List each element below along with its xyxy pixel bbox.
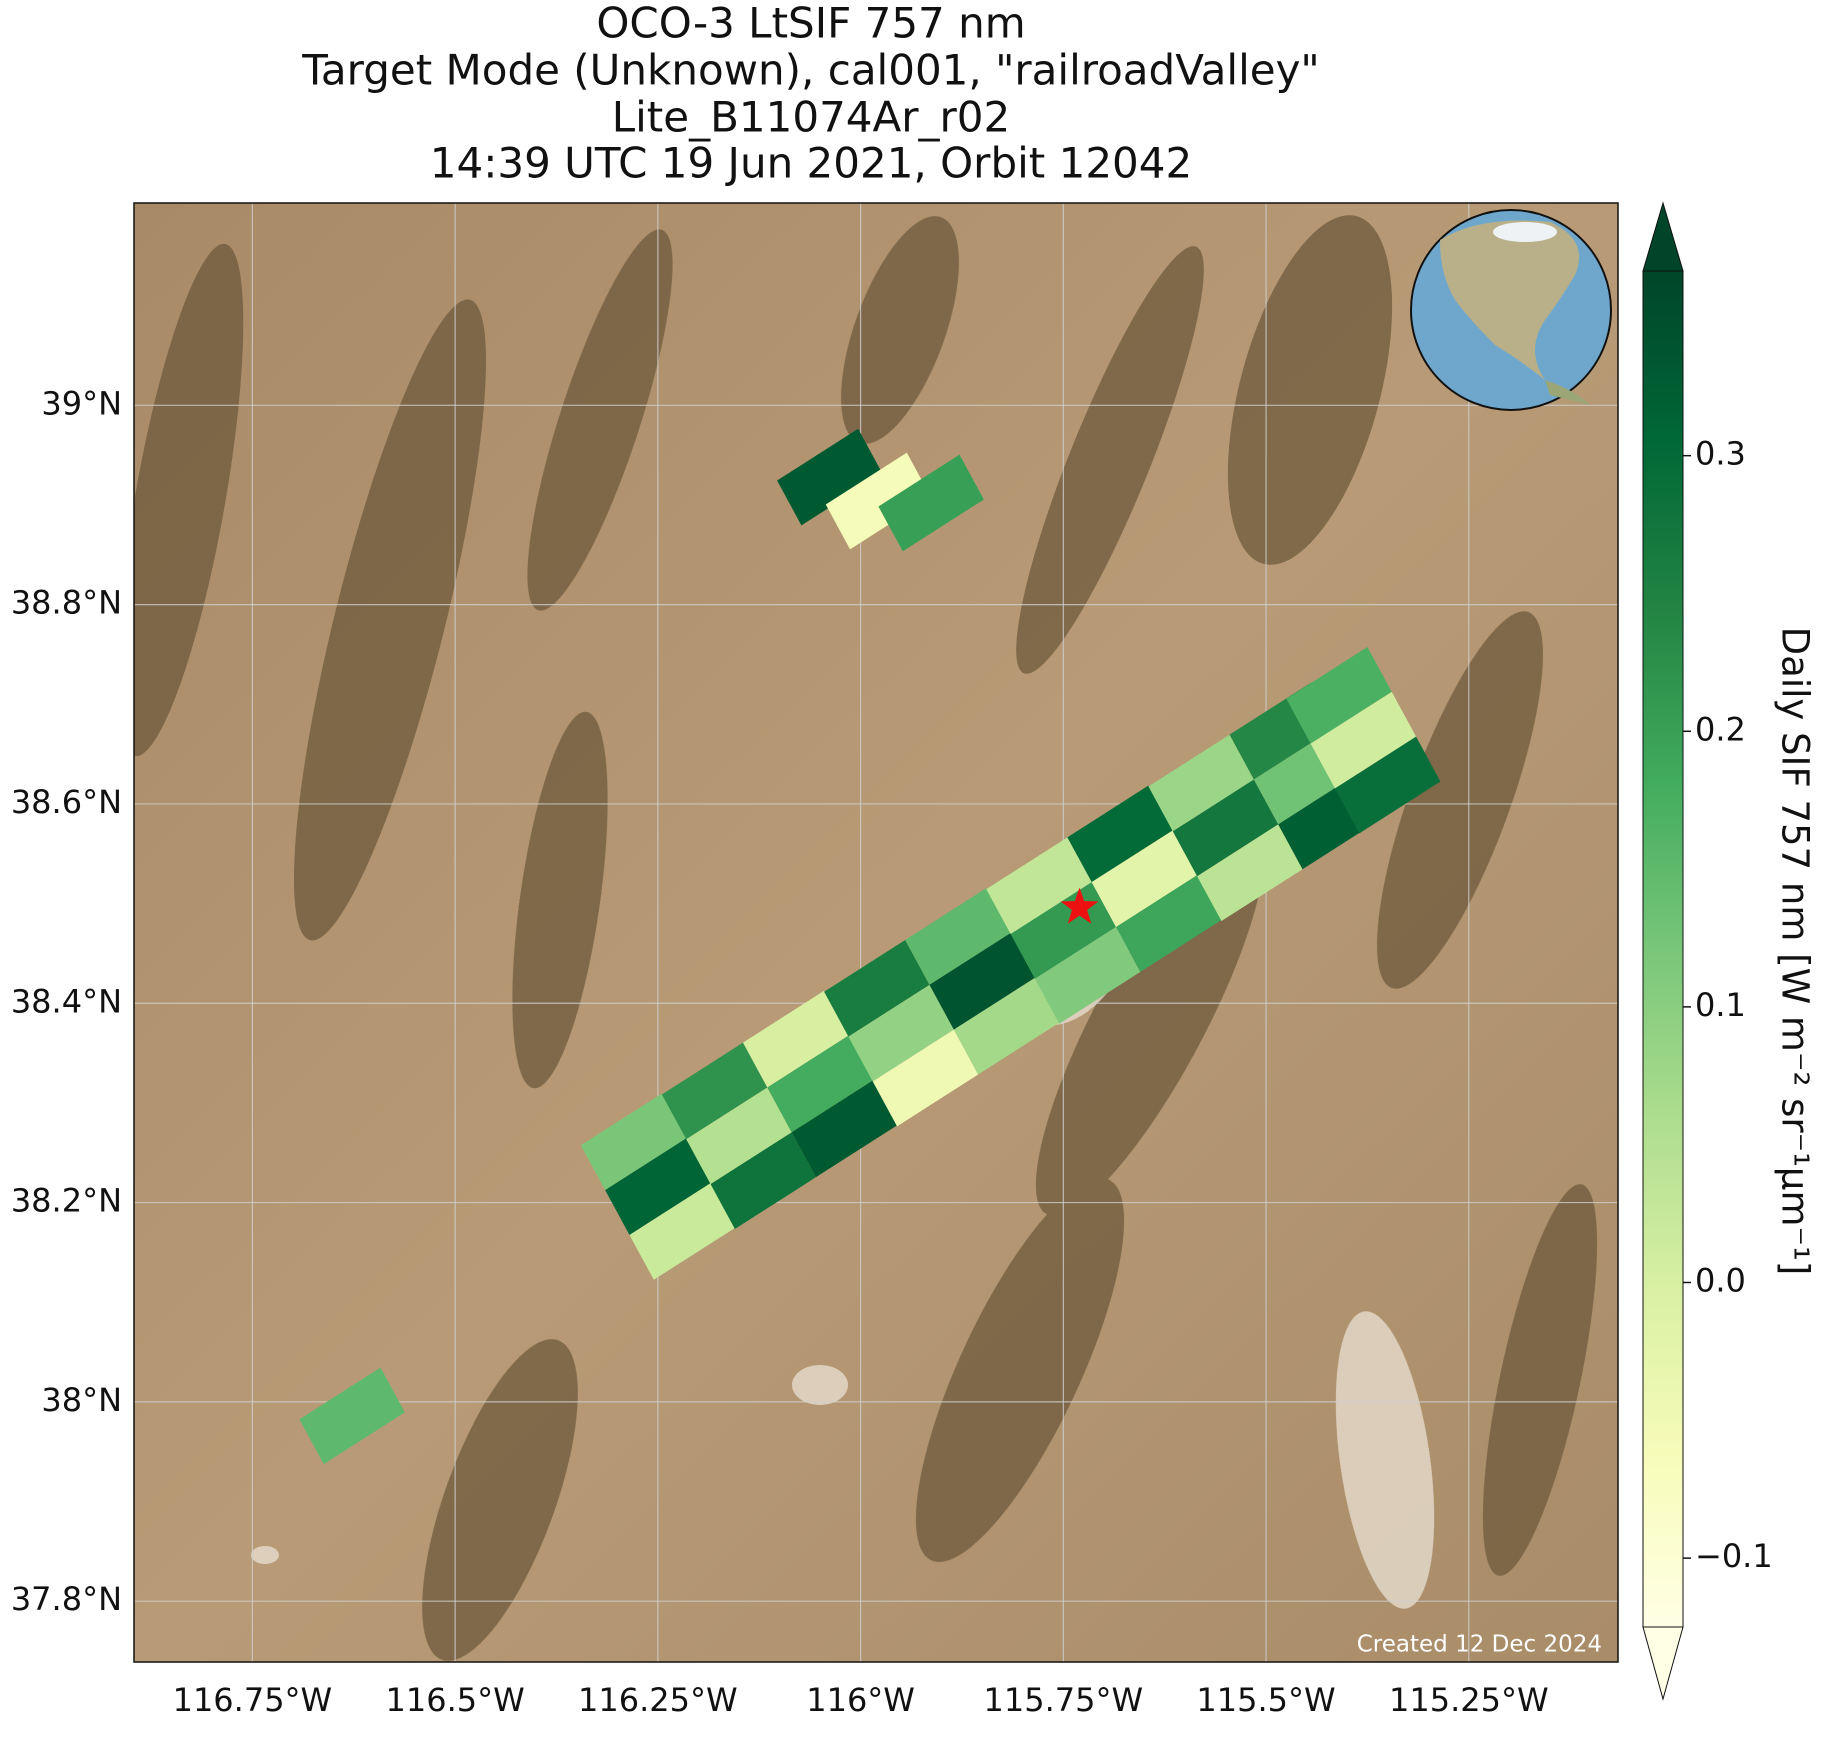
sounding <box>1091 830 1198 928</box>
map-frame <box>133 202 1619 1663</box>
colorbar-tick-label: 0.0 <box>1695 1261 1746 1299</box>
sounding <box>1148 734 1254 832</box>
y-tick-label: 37.8°N <box>11 1580 122 1618</box>
sounding <box>686 1087 792 1185</box>
title-line: Lite_B11074Ar_r02 <box>612 93 1011 142</box>
sounding <box>986 837 1092 934</box>
colorbar-extend-max <box>1642 201 1684 272</box>
sounding <box>825 452 932 550</box>
y-tick-label: 38°N <box>41 1381 122 1419</box>
sounding <box>580 1093 687 1191</box>
sounding <box>605 1138 711 1235</box>
sounding <box>777 428 883 526</box>
x-tick-label: 116.25°W <box>578 1681 738 1719</box>
colorbar-tick-label: 0.1 <box>1695 986 1746 1024</box>
colorbar <box>1643 271 1683 1627</box>
colorbar-tick-label: 0.2 <box>1695 710 1746 748</box>
sounding <box>1334 736 1441 834</box>
x-tick-label: 115.75°W <box>984 1681 1144 1719</box>
sounding <box>767 1035 873 1133</box>
sounding <box>872 1029 979 1127</box>
sounding <box>1034 927 1141 1024</box>
x-tick-label: 116.5°W <box>386 1681 525 1719</box>
x-tick-label: 115.5°W <box>1196 1681 1335 1719</box>
sounding <box>661 1042 768 1140</box>
credits: Created 12 Dec 2024 Source: NASA/JPL-Cal… <box>1308 1632 1602 1686</box>
colorbar-tick-label: 0.3 <box>1695 435 1746 473</box>
sounding <box>629 1183 735 1280</box>
sounding <box>848 984 954 1082</box>
x-tick-label: 116°W <box>806 1681 915 1719</box>
title-line: OCO-3 LtSIF 757 nm <box>596 0 1025 48</box>
sounding <box>791 1080 898 1178</box>
target-star <box>1060 887 1099 924</box>
title-line: Target Mode (Unknown), cal001, "railroad… <box>301 46 1320 95</box>
sounding <box>953 977 1060 1075</box>
sounding <box>1116 875 1222 972</box>
x-tick-label: 116.75°W <box>173 1681 333 1719</box>
sounding <box>1067 785 1173 883</box>
colorbar-frame <box>1642 270 1684 1628</box>
sounding <box>1310 691 1417 789</box>
sounding <box>743 990 849 1088</box>
x-tick-label: 115.25°W <box>1389 1681 1549 1719</box>
sounding <box>1286 646 1392 744</box>
title-line: 14:39 UTC 19 Jun 2021, Orbit 12042 <box>430 139 1192 188</box>
credit-line: Source: NASA/JPL-Caltech <box>1308 1660 1602 1686</box>
inset-globe <box>1410 209 1612 411</box>
colorbar-tick-label: −0.1 <box>1695 1537 1773 1575</box>
colorbar-extend-min <box>1642 1626 1684 1701</box>
sounding <box>1172 779 1279 877</box>
y-tick-label: 38.8°N <box>11 584 122 622</box>
sounding <box>929 932 1035 1030</box>
sounding <box>710 1132 816 1229</box>
sounding <box>905 888 1011 985</box>
sounding <box>299 1367 405 1465</box>
y-tick-label: 39°N <box>41 384 122 422</box>
y-tick-label: 38.4°N <box>11 982 122 1020</box>
y-tick-label: 38.2°N <box>11 1182 122 1220</box>
sounding <box>824 939 930 1037</box>
sounding <box>1197 824 1303 922</box>
data-layer: 116.75°W 116.5°W 116.25°W 116°W 115.75°W 115.… <box>11 201 1773 1719</box>
sounding <box>878 454 984 552</box>
y-tick-label: 38.6°N <box>11 783 122 821</box>
colorbar-label: Daily SIF 757 nm [W m⁻² sr⁻¹μm⁻¹] <box>1774 627 1817 1276</box>
credit-line: Created 12 Dec 2024 <box>1357 1632 1602 1658</box>
